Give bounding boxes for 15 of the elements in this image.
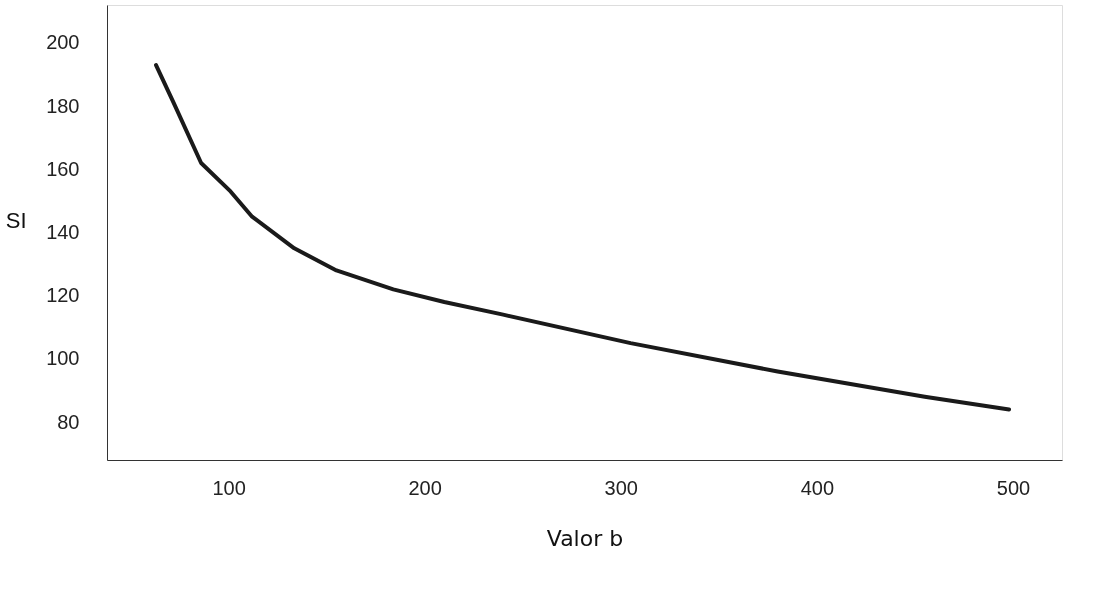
x-tick-label: 100: [212, 476, 246, 499]
x-tick-label: 200: [408, 476, 442, 499]
y-tick-label: 140: [46, 221, 80, 243]
y-axis-title: SI: [5, 208, 27, 233]
y-tick-label: 80: [57, 410, 80, 433]
y-tick-label: 200: [46, 31, 80, 54]
x-axis-title: Valor b: [546, 525, 624, 551]
x-tick-label: 500: [996, 476, 1031, 499]
y-tick-label: 120: [46, 284, 80, 307]
y-tick-label: 100: [46, 347, 80, 370]
y-tick-label: 180: [46, 94, 80, 117]
x-tick-label: 400: [800, 476, 835, 499]
line-series: [154, 63, 1012, 412]
y-tick-label: 160: [46, 157, 80, 180]
x-tick-label: 300: [604, 476, 638, 499]
